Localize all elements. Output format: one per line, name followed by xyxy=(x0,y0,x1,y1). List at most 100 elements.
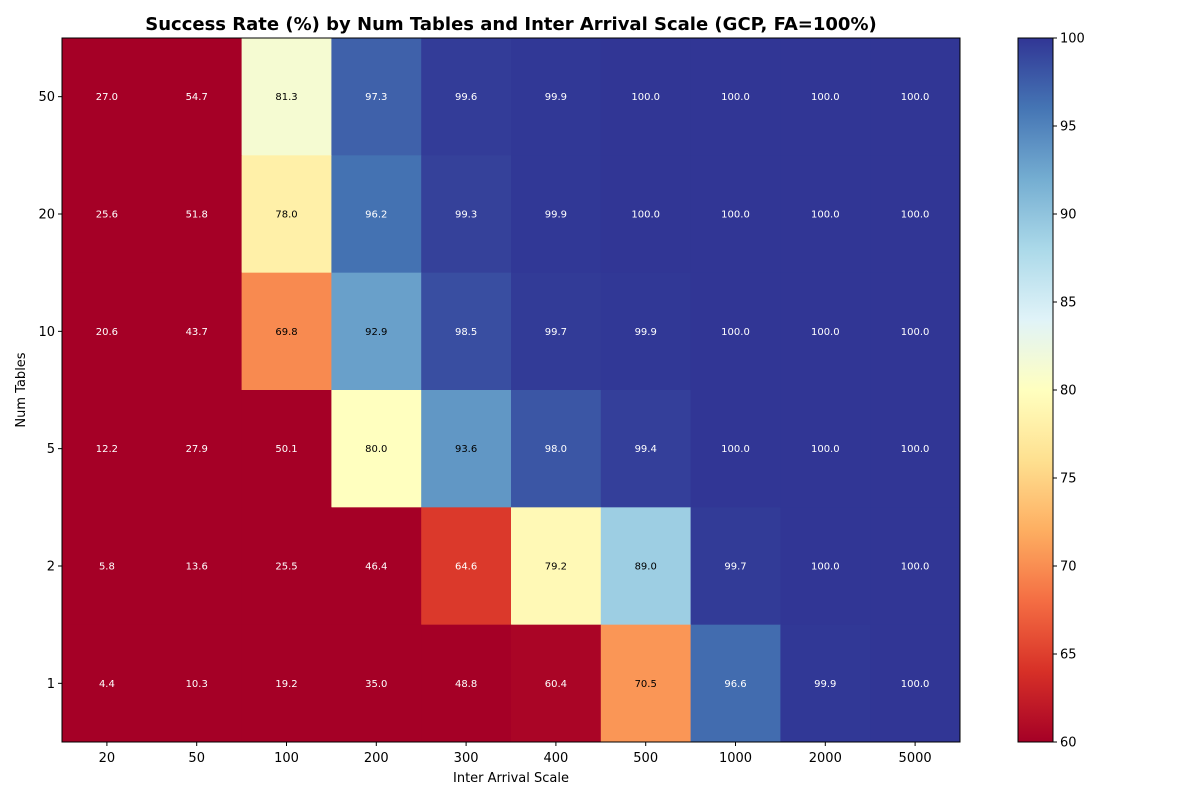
cell-value-label: 100.0 xyxy=(901,92,930,103)
cell-value-label: 50.1 xyxy=(275,444,297,455)
cell-value-label: 100.0 xyxy=(721,92,750,103)
heatmap-cell-20-2000 xyxy=(780,155,871,274)
cell-value-label: 100.0 xyxy=(901,444,930,455)
cell-value-label: 99.9 xyxy=(545,92,567,103)
cell-value-label: 43.7 xyxy=(186,327,208,338)
cell-value-label: 100.0 xyxy=(721,327,750,338)
heatmap-cell-50-400 xyxy=(511,38,602,156)
heatmap-cell-50-100 xyxy=(241,38,332,156)
cell-value-label: 69.8 xyxy=(275,327,297,338)
cell-value-label: 64.6 xyxy=(455,562,477,573)
colorbar-ticks: 60 65 70 75 80 85 90 95 100 xyxy=(1053,32,1085,751)
cell-value-label: 35.0 xyxy=(365,679,387,690)
cell-value-label: 19.2 xyxy=(275,679,297,690)
cell-value-label: 13.6 xyxy=(186,562,208,573)
heatmap-cell-labels: 27.0 54.7 81.3 97.3 99.6 99.9 100.0 100.0 100.0 1… xyxy=(96,92,930,690)
x-tick-label: 20 xyxy=(99,751,116,766)
heatmap-cell-20-50 xyxy=(151,155,243,274)
heatmap-cell-5-500 xyxy=(600,390,692,508)
colorbar-tick-label: 65 xyxy=(1060,648,1077,663)
heatmap-cell-2-400 xyxy=(511,507,602,626)
heatmap-cell-2-2000 xyxy=(780,507,871,626)
x-tick-label: 5000 xyxy=(899,751,932,766)
cell-value-label: 79.2 xyxy=(545,562,567,573)
y-tick-label: 1 xyxy=(47,677,55,692)
heatmap-cell-10-200 xyxy=(331,272,422,391)
heatmap-cell-1-20 xyxy=(62,624,153,743)
cell-value-label: 99.4 xyxy=(635,444,657,455)
colorbar-tick-label: 95 xyxy=(1060,120,1077,135)
heatmap-cell-10-5000 xyxy=(870,272,961,391)
cell-value-label: 100.0 xyxy=(811,210,840,221)
cell-value-label: 99.7 xyxy=(724,562,746,573)
cell-value-label: 92.9 xyxy=(365,327,387,338)
cell-value-label: 100.0 xyxy=(811,327,840,338)
heatmap-cell-50-50 xyxy=(151,38,243,156)
heatmap-cell-2-1000 xyxy=(690,507,781,626)
heatmap-cell-10-500 xyxy=(600,272,692,391)
cell-value-label: 20.6 xyxy=(96,327,118,338)
cell-value-label: 25.5 xyxy=(275,562,297,573)
heatmap-cell-2-300 xyxy=(421,507,512,626)
heatmap-cell-1-100 xyxy=(241,624,332,743)
heatmap-cell-20-1000 xyxy=(690,155,781,274)
cell-value-label: 100.0 xyxy=(811,92,840,103)
x-tick-label: 50 xyxy=(188,751,205,766)
y-tick-label: 5 xyxy=(47,442,55,457)
heatmap-cells xyxy=(62,38,961,743)
cell-value-label: 96.2 xyxy=(365,210,387,221)
cell-value-label: 100.0 xyxy=(811,562,840,573)
heatmap-cell-10-50 xyxy=(151,272,243,391)
heatmap-cell-50-2000 xyxy=(780,38,871,156)
cell-value-label: 27.9 xyxy=(186,444,208,455)
colorbar-tick-label: 100 xyxy=(1060,32,1085,47)
cell-value-label: 12.2 xyxy=(96,444,118,455)
heatmap-cell-1-400 xyxy=(511,624,602,743)
heatmap-cell-10-400 xyxy=(511,272,602,391)
heatmap-cell-10-20 xyxy=(62,272,153,391)
heatmap-cell-5-5000 xyxy=(870,390,961,508)
heatmap-cell-2-200 xyxy=(331,507,422,626)
cell-value-label: 81.3 xyxy=(275,92,297,103)
heatmap-cell-10-300 xyxy=(421,272,512,391)
cell-value-label: 99.9 xyxy=(814,679,836,690)
cell-value-label: 25.6 xyxy=(96,210,118,221)
cell-value-label: 27.0 xyxy=(96,92,118,103)
colorbar-tick-label: 90 xyxy=(1060,208,1077,223)
heatmap-cell-2-100 xyxy=(241,507,332,626)
heatmap-cell-5-20 xyxy=(62,390,153,508)
x-tick-label: 300 xyxy=(454,751,479,766)
heatmap-cell-5-200 xyxy=(331,390,422,508)
cell-value-label: 100.0 xyxy=(721,210,750,221)
heatmap-cell-10-2000 xyxy=(780,272,871,391)
cell-value-label: 96.6 xyxy=(724,679,746,690)
cell-value-label: 100.0 xyxy=(901,327,930,338)
y-tick-label: 10 xyxy=(38,325,55,340)
chart-title: Success Rate (%) by Num Tables and Inter… xyxy=(145,14,876,35)
cell-value-label: 100.0 xyxy=(721,444,750,455)
x-tick-label: 200 xyxy=(364,751,389,766)
heatmap-cell-5-2000 xyxy=(780,390,871,508)
heatmap-cell-50-20 xyxy=(62,38,153,156)
cell-value-label: 10.3 xyxy=(186,679,208,690)
heatmap-cell-20-5000 xyxy=(870,155,961,274)
heatmap-cell-20-400 xyxy=(511,155,602,274)
colorbar-tick-label: 70 xyxy=(1060,560,1077,575)
cell-value-label: 78.0 xyxy=(275,210,297,221)
y-tick-label: 50 xyxy=(38,90,55,105)
x-tick-label: 1000 xyxy=(719,751,752,766)
cell-value-label: 98.0 xyxy=(545,444,567,455)
heatmap-cell-1-50 xyxy=(151,624,243,743)
heatmap-cell-5-50 xyxy=(151,390,243,508)
heatmap-cell-20-20 xyxy=(62,155,153,274)
cell-value-label: 46.4 xyxy=(365,562,387,573)
colorbar-tick-label: 85 xyxy=(1060,296,1077,311)
cell-value-label: 100.0 xyxy=(901,562,930,573)
heatmap-cell-20-300 xyxy=(421,155,512,274)
cell-value-label: 80.0 xyxy=(365,444,387,455)
heatmap-cell-1-1000 xyxy=(690,624,781,743)
cell-value-label: 5.8 xyxy=(99,562,115,573)
y-axis-ticks: 50 20 10 5 2 1 xyxy=(38,90,62,692)
x-tick-label: 100 xyxy=(274,751,299,766)
